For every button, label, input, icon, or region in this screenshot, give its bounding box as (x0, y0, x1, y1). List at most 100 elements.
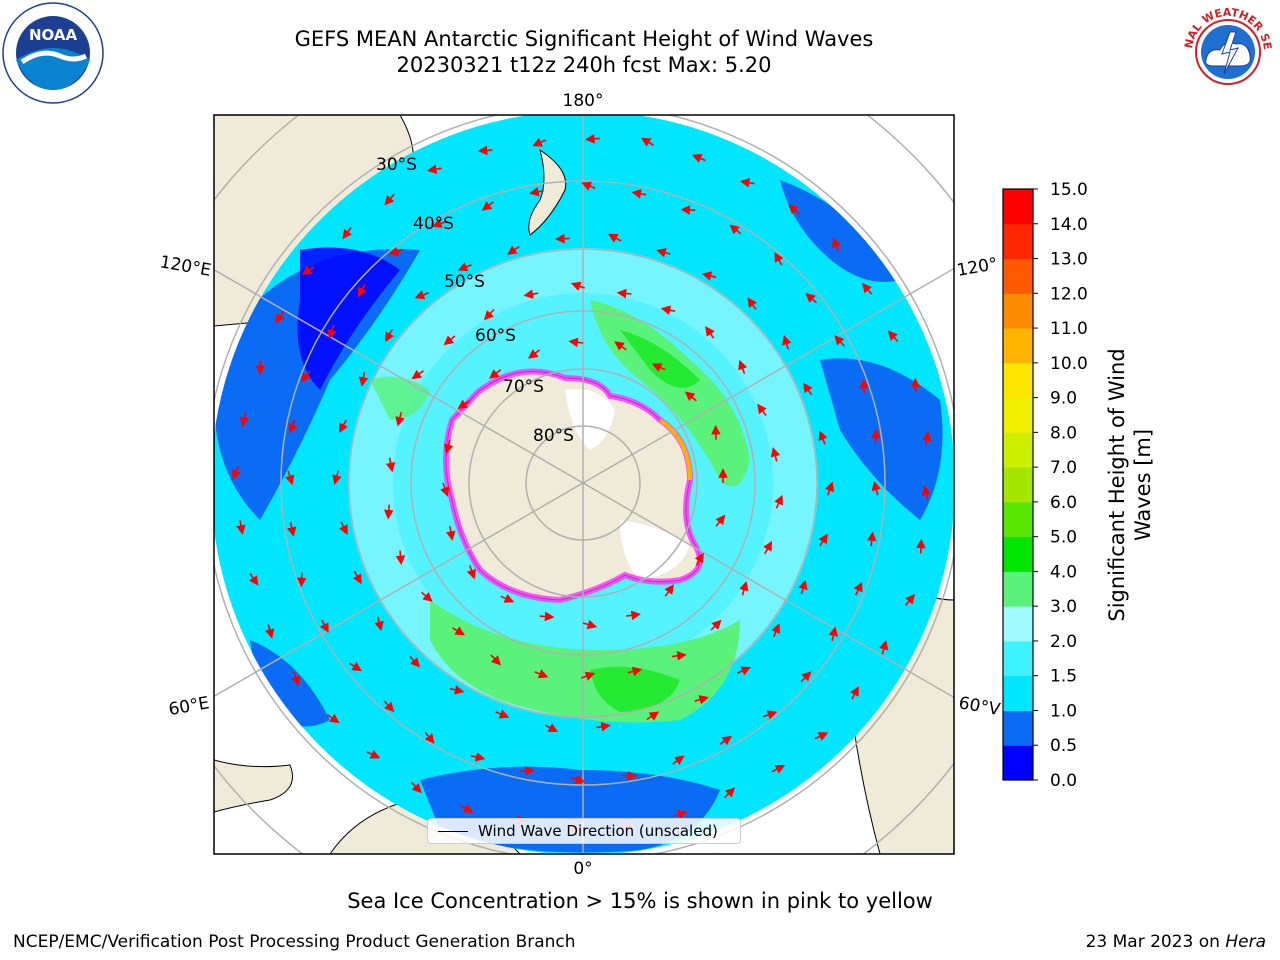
wave-direction-arrow (747, 297, 757, 310)
wave-direction-arrow (539, 611, 555, 622)
wave-direction-arrow (580, 671, 596, 681)
colorbar-swatch (1003, 745, 1033, 781)
wave-direction-arrow (457, 262, 472, 272)
wave-direction-arrow (701, 271, 717, 281)
wave-direction-arrow (705, 326, 715, 339)
colorbar-tick-label: 15.0 (1050, 180, 1088, 200)
lat-label-80s: 80°S (533, 426, 574, 446)
wave-direction-arrow (581, 181, 596, 191)
map-area (214, 115, 954, 854)
wave-direction-arrow (287, 522, 297, 537)
wave-direction-arrow (656, 248, 671, 258)
wave-direction-arrow (411, 369, 424, 380)
colorbar-swatch (1003, 223, 1033, 260)
colorbar-label-line2: Waves [m] (1131, 429, 1155, 541)
wave-direction-arrow (301, 265, 315, 275)
wave-direction-arrow (411, 781, 422, 794)
wave-direction-arrow (500, 593, 515, 603)
colorbar-swatch (1003, 501, 1033, 538)
colorbar-tick-label: 4.0 (1050, 562, 1077, 582)
wave-direction-arrow (507, 245, 520, 255)
wave-direction-arrow (803, 382, 813, 396)
wave-direction-arrow (490, 654, 502, 666)
colorbar-swatch (1003, 328, 1033, 364)
wave-direction-arrow (627, 666, 643, 677)
wave-direction-arrow (774, 494, 783, 509)
colorbar-swatch (1003, 362, 1033, 399)
wave-direction-arrow (239, 412, 250, 428)
colorbar-tick-label: 3.0 (1050, 597, 1077, 617)
wave-direction-arrow (519, 766, 535, 776)
wave-direction-arrow (814, 732, 829, 741)
ice-shelf-ross (565, 389, 615, 450)
wave-direction-arrow (527, 349, 541, 359)
wave-direction-arrow (834, 335, 845, 347)
wave-direction-arrow (771, 765, 786, 774)
wave-direction-arrow (921, 431, 932, 446)
graticule (214, 115, 954, 854)
wave-direction-arrow (291, 671, 301, 687)
wave-direction-arrow (426, 164, 442, 174)
map-legend: Wind Wave Direction (unscaled) (427, 818, 741, 844)
colorbar-tick-label: 14.0 (1050, 215, 1088, 235)
wave-direction-arrow (357, 283, 367, 298)
colorbar-tick-label: 12.0 (1050, 284, 1088, 304)
wave-direction-arrow (607, 233, 622, 243)
footer-host: Hera (1225, 932, 1266, 952)
legend-label: Wind Wave Direction (unscaled) (478, 822, 718, 840)
wave-direction-arrow (483, 308, 495, 321)
wave-direction-arrow (723, 787, 736, 799)
wave-direction-arrow (715, 514, 726, 527)
colorbar-swatch (1003, 640, 1033, 677)
wave-direction-arrow (866, 531, 877, 547)
colorbar-swatch (1003, 571, 1033, 607)
wave-direction-arrow (339, 419, 348, 434)
wave-direction-arrow (443, 439, 454, 455)
colorbar-swatch (1003, 536, 1033, 572)
wave-direction-arrow (757, 403, 767, 416)
wave-direction-arrow (585, 134, 600, 144)
wave-direction-arrow (853, 581, 863, 596)
colorbar-tick-label: 0.5 (1050, 736, 1077, 756)
wave-direction-arrow (446, 526, 456, 541)
wave-direction-arrow (451, 626, 466, 636)
colorbar-swatch (1003, 710, 1033, 746)
colorbar-tick-label: 10.0 (1050, 354, 1088, 374)
wave-direction-arrow (774, 252, 784, 266)
wave-direction-arrow (332, 470, 342, 485)
wave-direction-arrow (782, 335, 792, 350)
wave-direction-arrow (534, 669, 549, 679)
wave-direction-arrow (850, 686, 859, 700)
wave-direction-arrow (395, 412, 405, 427)
colorbar-swatch (1003, 293, 1033, 329)
wave-direction-arrow (477, 145, 493, 156)
wave-direction-arrow (861, 282, 873, 295)
wave-direction-arrow (358, 372, 369, 387)
colorbar-frame (1002, 188, 1034, 781)
wave-direction-arrow (420, 591, 433, 602)
wave-direction-arrow (651, 363, 666, 372)
wave-direction-arrow (383, 700, 395, 713)
wave-direction-arrow (265, 624, 275, 639)
wave-direction-arrow (691, 154, 706, 163)
wave-direction-arrow (326, 713, 340, 724)
colorbar-tick-label: 6.0 (1050, 493, 1077, 513)
wave-direction-arrow (388, 246, 404, 256)
wave-direction-arrow (495, 709, 510, 719)
colorbar-swatch (1003, 397, 1033, 433)
colorbar-tick-label: 8.0 (1050, 423, 1077, 443)
wave-direction-arrow (275, 311, 285, 324)
wave-direction-arrow (672, 755, 685, 765)
land-madagascar (214, 759, 293, 813)
colorbar-tick-label: 9.0 (1050, 389, 1077, 409)
wave-direction-arrow (921, 485, 932, 500)
wave-direction-arrow (409, 656, 421, 668)
wave-direction-arrow (910, 377, 921, 393)
wave-direction-arrow (460, 803, 474, 813)
wave-direction-arrow (424, 731, 435, 744)
wave-direction-arrow (449, 685, 465, 695)
colorbar-swatch (1003, 606, 1033, 642)
lon-label-180: 180° (563, 91, 604, 111)
wave-direction-arrow (763, 540, 773, 555)
wave-direction-arrow (529, 186, 544, 197)
